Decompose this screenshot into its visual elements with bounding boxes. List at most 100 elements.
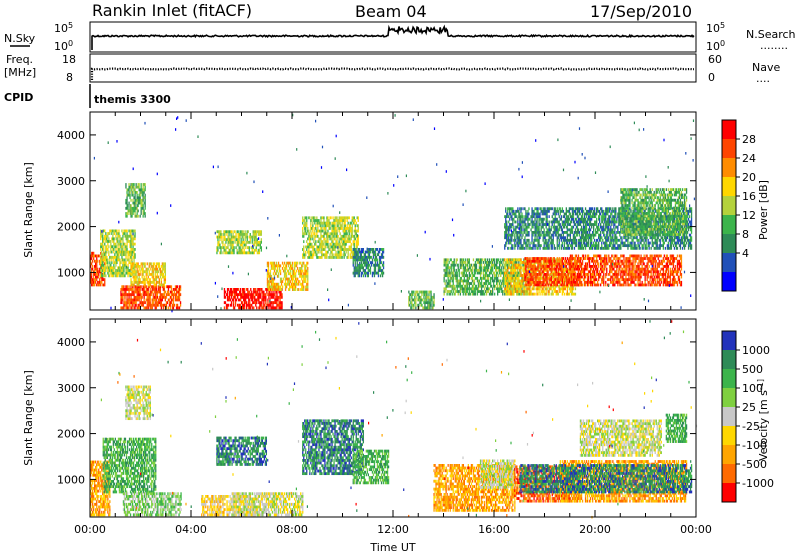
data-cell [308,230,309,233]
data-cell [107,264,108,267]
data-cell [252,249,253,252]
data-cell [165,299,166,302]
data-cell [139,276,140,279]
data-cell [143,186,144,189]
data-cell [278,262,279,265]
data-cell [368,266,369,269]
data-cell [153,301,154,304]
data-cell [295,286,296,289]
data-cell [537,268,538,271]
data-cell [128,259,129,262]
data-cell [240,288,241,291]
data-cell [327,238,328,241]
data-cell [433,296,434,299]
data-cell [143,215,144,218]
data-cell [332,240,333,243]
data-cell [169,299,170,302]
data-cell [322,230,323,233]
data-cell [154,281,155,284]
data-cell [172,291,173,294]
data-cell [136,183,137,186]
data-cell [252,299,253,302]
data-cell [281,288,282,291]
data-cell [315,227,316,230]
data-cell [246,301,247,304]
data-cell [412,293,413,296]
data-cell [112,245,113,248]
data-cell [150,278,151,281]
data-cell [431,299,432,302]
data-cell [109,274,110,277]
data-cell [107,259,108,262]
data-cell [359,272,360,275]
data-cell [225,301,226,304]
data-cell [329,227,330,230]
data-cell [307,267,308,270]
data-cell [145,207,146,210]
data-cell [218,241,219,244]
data-cell [511,258,512,261]
data-cell [104,278,105,281]
data-cell [238,230,239,233]
data-cell [375,266,376,269]
data-cell [302,230,303,233]
data-cell [179,296,180,299]
data-cell [470,274,471,277]
data-cell [106,237,107,240]
data-cell [303,246,304,249]
data-cell [481,264,482,267]
data-cell [146,276,147,279]
data-cell [334,222,335,225]
data-cell [505,269,506,272]
data-cell [301,272,302,275]
data-cell [113,251,114,254]
data-cell [307,278,308,281]
data-cell [288,270,289,273]
data-cell [475,272,476,275]
data-cell [145,188,146,191]
data-cell [539,270,540,273]
data-cell [512,280,513,283]
data-cell [354,235,355,238]
data-cell [130,245,131,248]
data-cell [505,290,506,293]
data-cell [305,227,306,230]
data-cell [342,222,343,225]
data-cell [124,243,125,246]
data-cell [361,261,362,264]
data-cell [370,251,371,254]
data-cell [165,278,166,281]
data-cell [150,301,151,304]
data-cell [563,276,564,279]
data-cell [547,287,548,290]
data-cell [128,296,129,299]
data-cell [133,262,134,265]
data-cell [273,291,274,294]
data-cell [255,304,256,307]
data-cell [378,274,379,277]
data-cell [420,296,421,299]
data-cell [448,264,449,267]
data-cell [250,288,251,291]
data-cell [136,304,137,307]
data-cell [319,248,320,251]
data-cell [139,299,140,302]
data-cell [479,280,480,283]
data-cell [539,284,540,287]
data-cell [457,272,458,275]
data-cell [429,306,430,309]
data-cell [330,216,331,219]
data-cell [100,266,101,269]
data-cell [121,256,122,259]
data-cell [506,277,507,280]
data-cell [145,215,146,218]
data-cell [276,272,277,275]
data-cell [265,299,266,302]
data-cell [269,283,270,286]
data-cell [533,287,534,290]
data-cell [321,227,322,230]
data-cell [341,253,342,256]
data-cell [447,261,448,264]
data-cell [123,269,124,272]
data-cell [523,293,524,296]
